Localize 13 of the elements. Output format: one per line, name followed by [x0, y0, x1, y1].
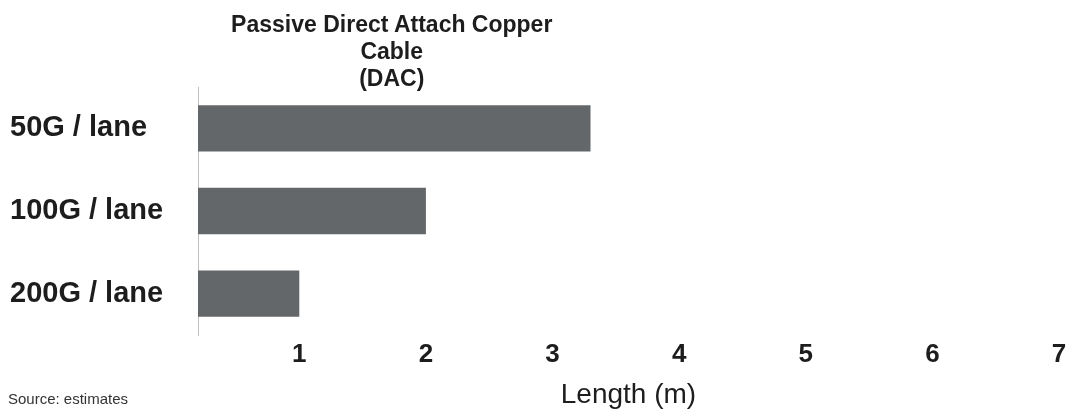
source-note: Source: estimates	[8, 390, 129, 408]
x-tick-label: 1	[292, 337, 307, 368]
x-tick-label: 4	[671, 337, 687, 368]
x-tick-label: 2	[418, 337, 434, 368]
x-tick-label: 6	[925, 337, 940, 368]
y-tick-label: 100G / lane	[10, 193, 164, 225]
chart-title: Passive Direct Attach Copper Cable (DAC)	[231, 11, 553, 92]
y-tick-label: 50G / lane	[10, 110, 148, 143]
y-tick-label: 200G / lane	[10, 275, 164, 308]
x-tick-label: 7	[1051, 337, 1067, 368]
x-tick-label: 5	[798, 337, 813, 368]
x-tick-label: 3	[545, 337, 560, 368]
x-axis-title: Length (m)	[560, 377, 697, 409]
